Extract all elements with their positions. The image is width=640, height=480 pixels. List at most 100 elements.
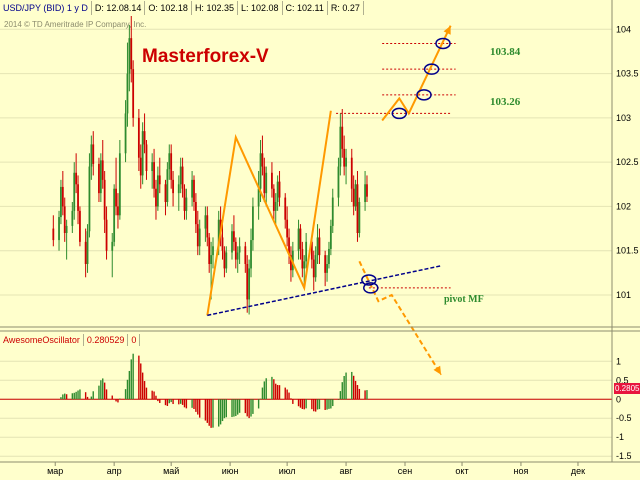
candle-body xyxy=(343,148,346,167)
candle-body xyxy=(204,215,207,229)
candle-body xyxy=(179,166,182,185)
oscillator-name[interactable]: AwesomeOscillator xyxy=(0,333,84,346)
candle-body xyxy=(345,157,347,167)
candle-body xyxy=(196,224,199,247)
candle-body xyxy=(290,255,292,271)
candle-body xyxy=(324,255,327,273)
time-axis-labels: мар апр май июн июл авг сен окт ноя дек xyxy=(47,462,585,476)
candle-body xyxy=(244,246,247,264)
projection-up xyxy=(381,25,452,122)
candle-body xyxy=(145,144,148,171)
oscillator-tick-label: -0.5 xyxy=(616,413,632,423)
candle-body xyxy=(130,38,133,70)
candle-body xyxy=(265,172,268,194)
open-value: O: 102.18 xyxy=(145,1,192,15)
candle-body xyxy=(124,113,127,154)
candle-body xyxy=(113,188,116,242)
candle-body xyxy=(274,202,277,211)
candle-body xyxy=(356,184,359,233)
candle-body xyxy=(77,184,79,211)
level-markers xyxy=(361,37,451,294)
candle-body xyxy=(84,241,87,264)
oscillator-tick-label: -1.5 xyxy=(616,451,632,461)
candle-body xyxy=(364,184,366,202)
time-tick-label: сен xyxy=(398,466,413,476)
oscillator-last-value-badge: 0.2805 xyxy=(614,383,640,394)
candle-body xyxy=(225,252,228,269)
time-tick-label: май xyxy=(163,466,179,476)
candle-body xyxy=(105,219,108,251)
symbol-label[interactable]: USD/JPY (BID) 1 y D xyxy=(0,1,92,15)
time-tick-label: ноя xyxy=(514,466,529,476)
oscillator-tick-label: 0.5 xyxy=(616,375,629,385)
candle-body xyxy=(276,181,279,202)
candle-body xyxy=(164,184,167,202)
price-axis-labels: 101 101.5 102 102.5 103 103.5 104 xyxy=(616,24,639,300)
pivot-label: pivot MF xyxy=(444,294,484,305)
candle-body xyxy=(341,126,344,149)
candle-body xyxy=(115,188,117,207)
range-value: R: 0.27 xyxy=(328,1,364,15)
candle-body xyxy=(88,166,91,232)
oscillator-tick-label: 0 xyxy=(616,394,621,404)
candle-body xyxy=(257,188,260,207)
candle-body xyxy=(310,241,313,260)
candle-body xyxy=(316,237,319,256)
candle-body xyxy=(312,259,315,278)
candle-body xyxy=(234,241,237,260)
projection-down xyxy=(358,260,442,376)
candle-body xyxy=(337,166,340,198)
candle-body xyxy=(286,219,289,238)
candle-body xyxy=(318,237,321,256)
candle-body xyxy=(238,246,241,253)
level-marker xyxy=(391,107,408,120)
candle-body xyxy=(233,231,235,242)
candle-body xyxy=(284,197,287,220)
candle-body xyxy=(198,228,201,247)
candle-body xyxy=(170,153,173,180)
oscillator-tick-label: -1 xyxy=(616,432,624,442)
candle-body xyxy=(191,179,193,198)
candle-body xyxy=(259,153,262,189)
level-marker xyxy=(423,63,440,75)
candle-body xyxy=(118,153,121,216)
candle-body xyxy=(212,246,214,256)
oscillator-bars xyxy=(60,353,368,428)
candle-body xyxy=(61,186,64,207)
level-marker xyxy=(361,274,377,286)
candle-body xyxy=(181,166,184,189)
time-tick-label: мар xyxy=(47,466,63,476)
candle-body xyxy=(299,228,302,249)
candle-body xyxy=(63,206,66,233)
candle-body xyxy=(350,157,353,189)
pattern-lines xyxy=(206,25,452,376)
price-tick-label: 103.5 xyxy=(616,69,639,79)
candle-body xyxy=(126,73,129,114)
copyright-text: 2014 © TD Ameritrade IP Company, Inc. xyxy=(4,20,147,29)
candle-body xyxy=(339,126,342,167)
candle-body xyxy=(297,228,300,251)
candle-body xyxy=(263,166,266,194)
candle-body xyxy=(168,153,171,170)
candle-body xyxy=(252,206,254,241)
candle-body xyxy=(101,160,104,180)
candle-body xyxy=(231,231,233,253)
candle-body xyxy=(303,261,306,269)
candle-body xyxy=(217,219,220,247)
candle-body xyxy=(90,144,93,167)
candle-body xyxy=(65,225,68,233)
trendline xyxy=(207,265,442,317)
candle-body xyxy=(132,69,135,118)
candle-body xyxy=(158,175,161,185)
candle-body xyxy=(193,179,195,202)
close-value: C: 102.11 xyxy=(283,1,328,15)
candle-body xyxy=(278,181,281,198)
candle-body xyxy=(246,264,249,300)
candlestick-series xyxy=(52,16,368,315)
chart-header: USD/JPY (BID) 1 y D D: 12.08.14 O: 102.1… xyxy=(0,0,364,16)
candle-body xyxy=(223,250,226,269)
candle-body xyxy=(137,117,140,158)
candle-body xyxy=(151,162,154,171)
candle-body xyxy=(271,172,273,189)
